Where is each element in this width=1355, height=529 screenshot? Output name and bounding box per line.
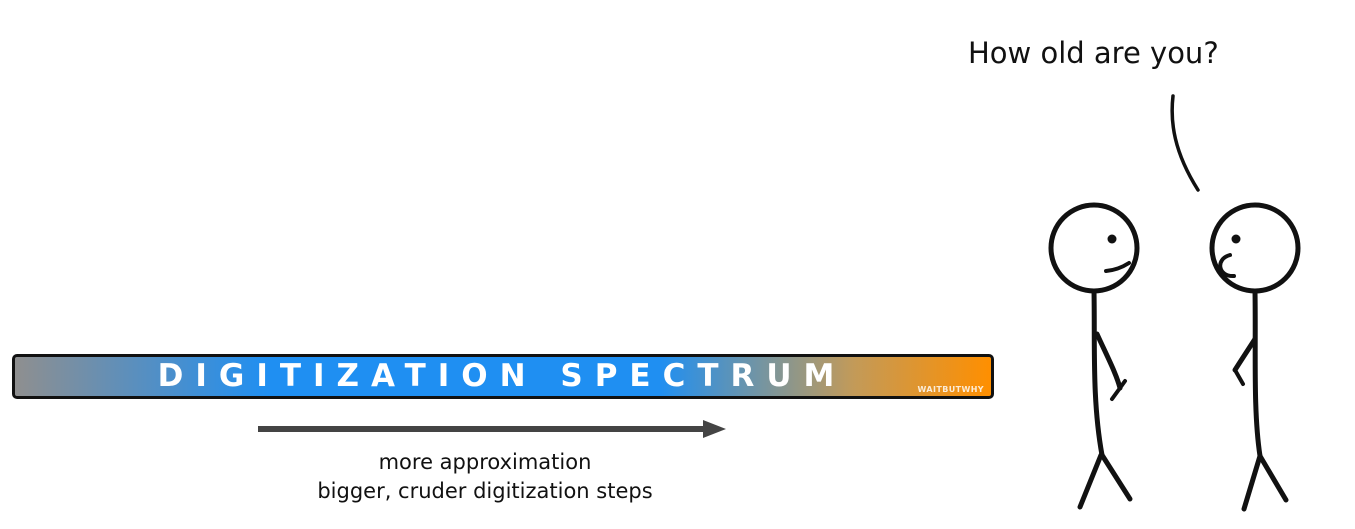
digitization-spectrum-bar: DIGITIZATION SPECTRUM WAITBUTWHY <box>12 354 994 399</box>
speech-pointer-line <box>1170 94 1200 192</box>
right-arrow-icon <box>258 420 726 438</box>
left-stick-figure <box>1048 202 1140 510</box>
speech-text: How old are you? <box>968 36 1219 70</box>
spectrum-title: DIGITIZATION SPECTRUM <box>157 358 847 394</box>
cruder-digitization-caption: bigger, cruder digitization steps <box>317 479 653 503</box>
right-stick-figure <box>1209 202 1301 512</box>
more-approximation-caption: more approximation <box>378 450 592 474</box>
waitbutwhy-watermark: WAITBUTWHY <box>917 385 984 394</box>
